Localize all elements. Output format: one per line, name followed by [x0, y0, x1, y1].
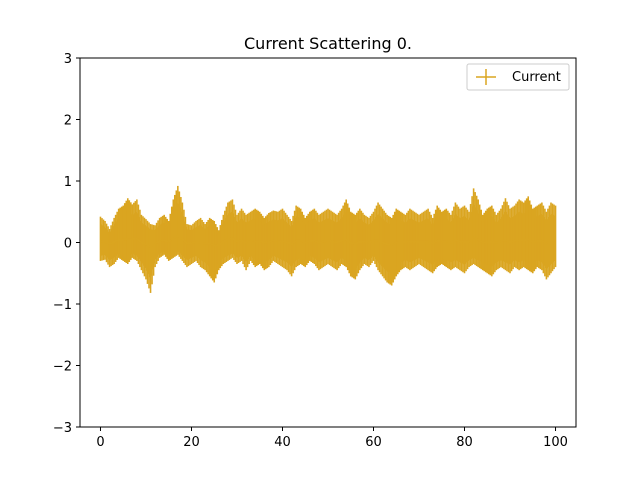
legend-box	[466, 63, 570, 91]
x-tick-label: 80	[456, 435, 473, 450]
y-tick-label: 1	[64, 175, 72, 190]
chart-title: Current Scattering 0.	[244, 34, 412, 53]
y-tick-label: 0	[64, 237, 72, 252]
axes: 0 20 40 60 80 100 −3 −2 −1 0 1 2 3	[53, 52, 577, 450]
series-line-0	[100, 234, 556, 249]
plot-area	[99, 185, 557, 293]
x-tick-label: 100	[543, 435, 568, 450]
x-tick-label: 60	[365, 435, 382, 450]
x-tick-label: 40	[274, 435, 291, 450]
y-tick-label: −3	[53, 421, 72, 436]
y-tick-label: 2	[64, 114, 72, 129]
y-tick-label: −1	[53, 298, 72, 313]
y-tick-label: −2	[53, 360, 72, 375]
x-tick-label: 20	[183, 435, 200, 450]
legend: Current	[466, 63, 570, 91]
y-tick-label: 3	[64, 52, 72, 67]
x-tick-label: 0	[96, 435, 104, 450]
legend-label-current: Current	[512, 70, 561, 85]
